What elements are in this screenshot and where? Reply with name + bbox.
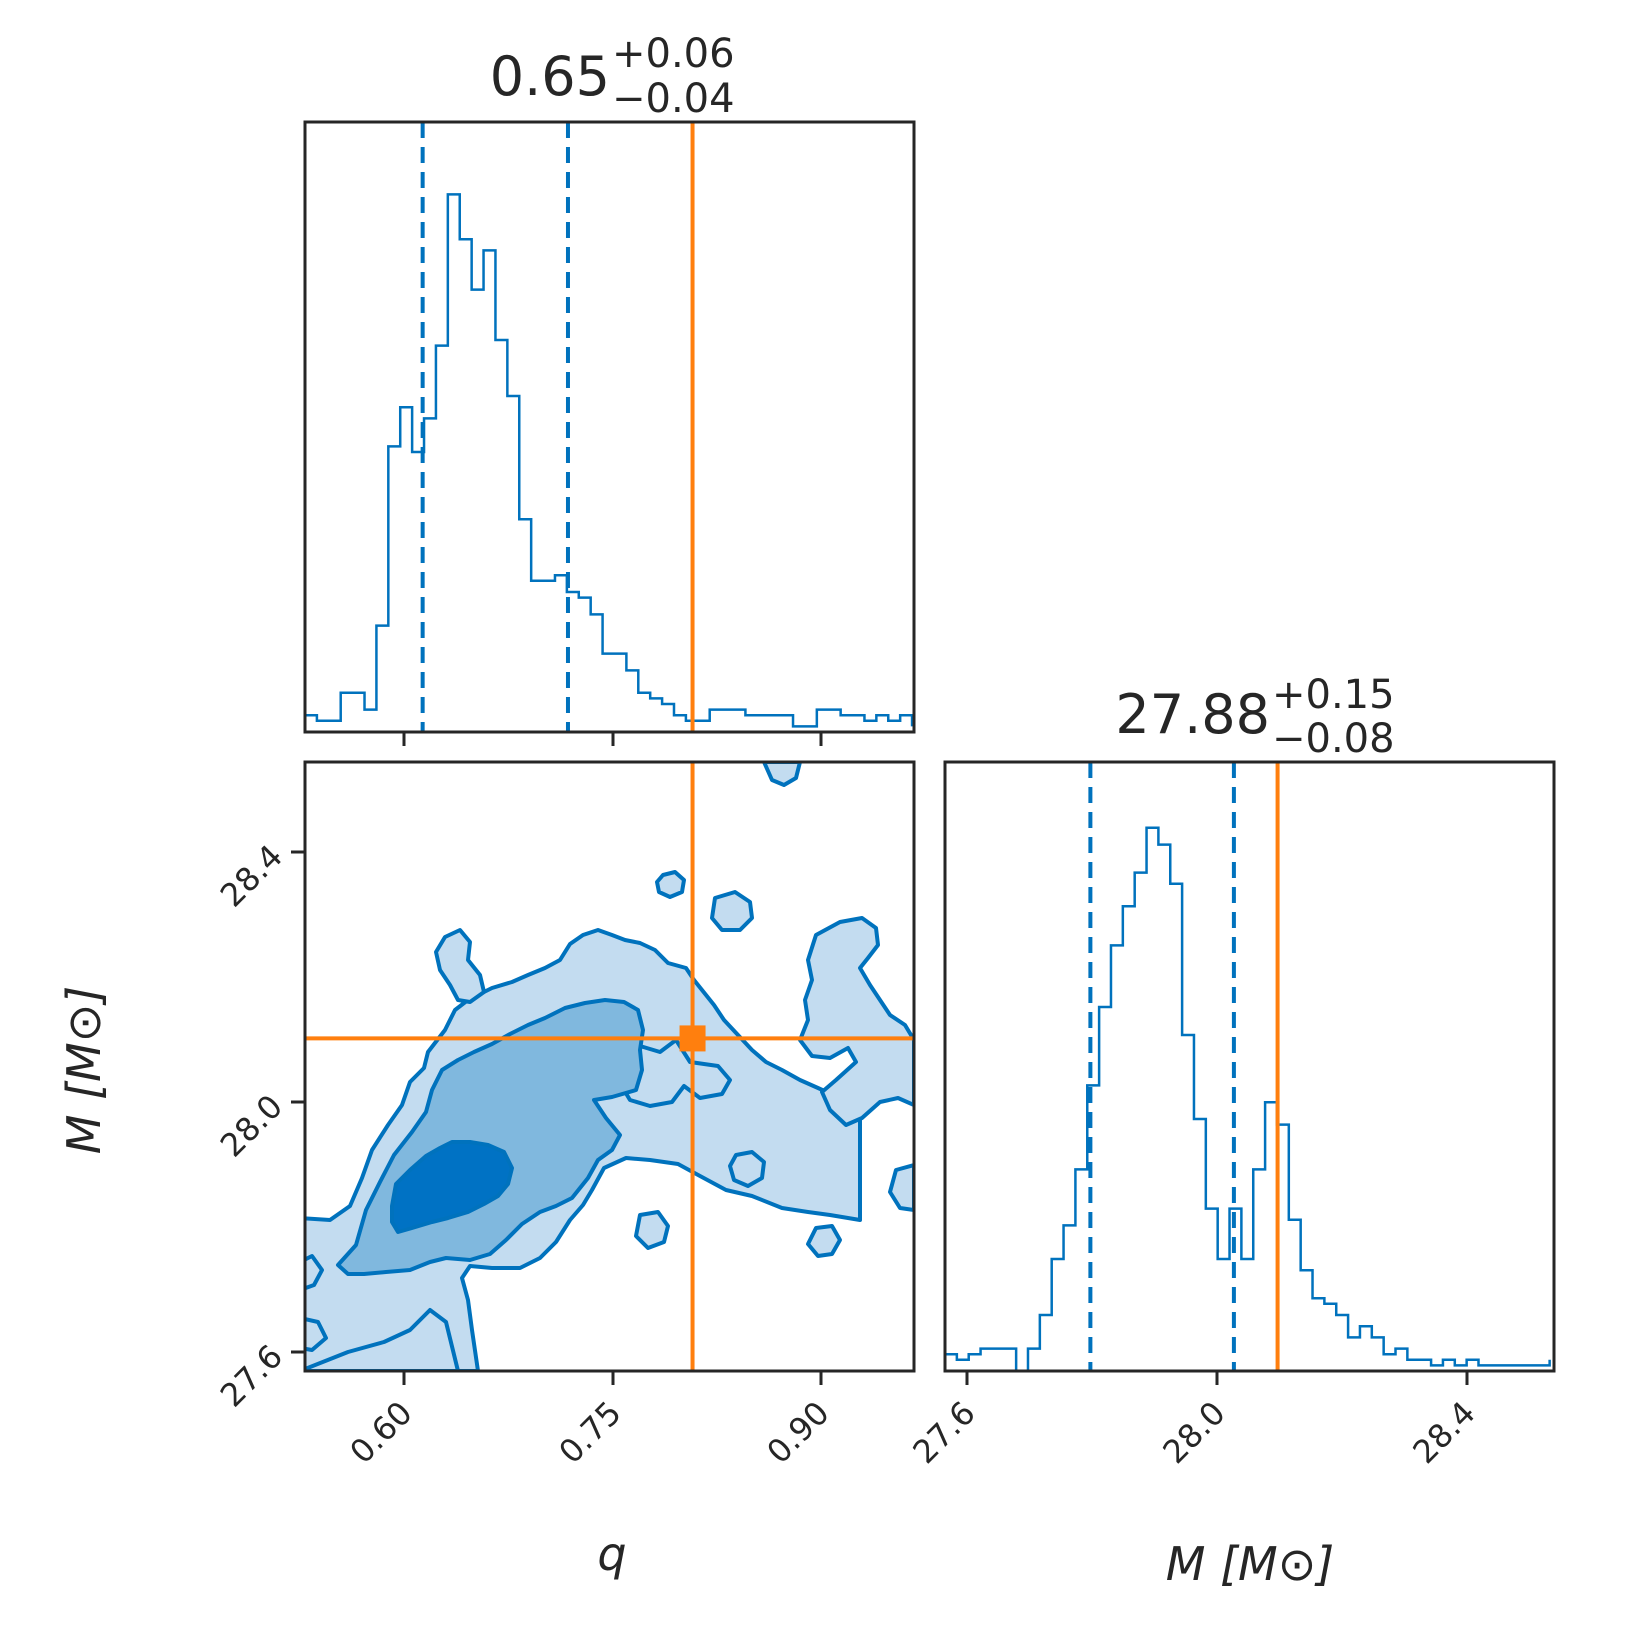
m-tick-label-1: 27.6: [905, 1394, 982, 1471]
contour-level-high: [390, 1140, 514, 1234]
m-ytick-label-2: 28.0: [213, 1087, 290, 1164]
q-title-minus: −0.04: [612, 76, 735, 122]
q-tick-label-3: 0.90: [759, 1394, 836, 1471]
m-title-minus: −0.08: [1272, 716, 1395, 762]
contour-layer: [305, 762, 914, 1371]
contour-island-6: [728, 1150, 766, 1188]
contour-island-8: [634, 1210, 670, 1250]
contour-island-1: [434, 928, 486, 1004]
q-marginal-frame: [303, 120, 916, 734]
contour-island-7: [888, 1163, 914, 1212]
q-axis-label: q: [597, 1527, 626, 1581]
q-tick-label-1: 0.60: [342, 1394, 419, 1471]
m-y-axis-label: M [M⊙]: [57, 986, 111, 1154]
joint-truth-marker: [679, 1025, 706, 1052]
contour-island-10: [305, 1254, 324, 1291]
m-ytick-label-3: 28.4: [213, 837, 290, 914]
m-title-median: 27.88: [1115, 683, 1270, 746]
joint-frame: [303, 760, 916, 1373]
q-histogram: [303, 193, 914, 732]
contour-island-9: [806, 1224, 842, 1258]
m-histogram: [943, 826, 1551, 1373]
q-title-median: 0.65: [490, 45, 610, 108]
contour-island-3: [710, 890, 754, 932]
q-tick-label-2: 0.75: [551, 1394, 628, 1471]
m-marginal-panel: 27.6 28.0 28.4 M [M⊙] 27.88 +0.15 −0.08: [905, 672, 1556, 1591]
contour-island-2: [655, 870, 686, 899]
m-tick-label-2: 28.0: [1155, 1394, 1232, 1471]
contour-level-low-3: [616, 1038, 732, 1108]
m-ytick-label-1: 27.6: [213, 1337, 290, 1414]
q-histogram-step: [303, 193, 914, 732]
m-title-plus: +0.15: [1272, 672, 1395, 718]
q-title-plus: +0.06: [612, 31, 735, 77]
contour-island-11: [305, 1317, 328, 1352]
m-histogram-step: [943, 826, 1551, 1373]
q-marginal-panel: 0.65 +0.06 −0.04: [303, 31, 916, 746]
m-x-axis-label: M [M⊙]: [1166, 1537, 1334, 1591]
contour-island-4: [762, 762, 802, 787]
m-tick-label-3: 28.4: [1405, 1394, 1482, 1471]
joint-panel: 0.60 0.75 0.90 27.6 28.0 28.4 q M [M⊙]: [57, 760, 916, 1581]
contour-level-low-2: [305, 1308, 460, 1371]
m-marginal-frame: [943, 760, 1556, 1373]
